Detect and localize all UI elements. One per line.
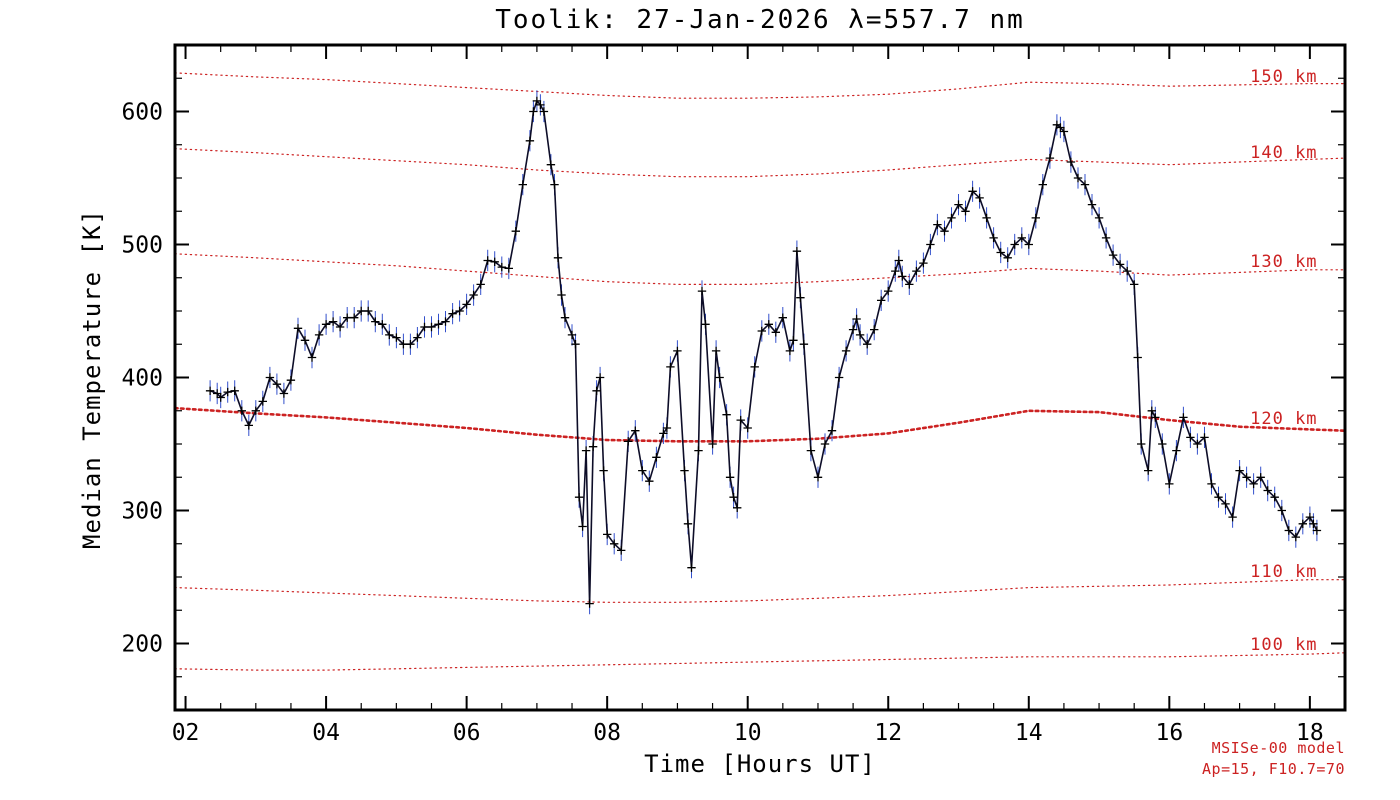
model-curve-label: 100 km [1250,635,1317,655]
y-tick-label: 300 [121,499,163,525]
x-tick-label: 08 [593,720,621,746]
model-annotation-line2: Ap=15, F10.7=70 [1202,760,1345,778]
model-curve-label: 110 km [1250,562,1317,582]
temperature-trace [209,100,1318,605]
model-curve-150-km [174,72,1346,99]
y-tick-label: 600 [121,100,163,126]
model-curve-label: 140 km [1250,143,1317,163]
model-annotation: MSISe-00 model Ap=15, F10.7=70 [1202,738,1345,780]
y-tick-label: 200 [121,632,163,658]
x-tick-label: 12 [874,720,902,746]
x-tick-label: 02 [172,720,200,746]
model-curve-110-km [174,579,1346,603]
x-tick-label: 14 [1015,720,1043,746]
error-bars [209,90,1318,615]
y-tick-label: 400 [121,366,163,392]
chart-title: Toolik: 27-Jan-2026 λ=557.7 nm [495,5,1025,35]
model-curve-label: 120 km [1250,409,1317,429]
x-tick-label: 16 [1155,720,1183,746]
x-tick-label: 04 [312,720,340,746]
model-curve-100-km [174,652,1346,671]
x-tick-label: 18 [1296,720,1324,746]
model-annotation-line1: MSISe-00 model [1211,739,1345,757]
plot-frame [173,43,1347,712]
model-curve-120-km [173,406,1347,443]
x-tick-label: 10 [734,720,762,746]
plus-markers [205,96,1322,608]
x-tick-label: 06 [453,720,481,746]
model-curve-label: 130 km [1250,252,1317,272]
y-tick-label: 500 [121,233,163,259]
model-curve-130-km [174,253,1346,285]
model-curve-140-km [174,148,1346,178]
model-curve-label: 150 km [1250,67,1317,87]
x-axis-label: Time [Hours UT] [644,750,876,778]
